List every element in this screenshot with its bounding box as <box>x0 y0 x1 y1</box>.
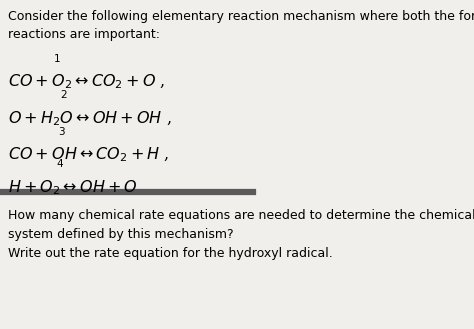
Text: Consider the following elementary reaction mechanism where both the forward and : Consider the following elementary reacti… <box>8 10 474 41</box>
Text: 3: 3 <box>59 127 65 137</box>
Text: 2: 2 <box>60 90 66 100</box>
Text: $CO + O_2 \leftrightarrow CO_2 + O$ ,: $CO + O_2 \leftrightarrow CO_2 + O$ , <box>8 73 165 91</box>
Text: $CO + OH \leftrightarrow CO_2 + H$ ,: $CO + OH \leftrightarrow CO_2 + H$ , <box>8 145 169 164</box>
Text: 4: 4 <box>56 160 63 169</box>
Text: How many chemical rate equations are needed to determine the chemical evolution : How many chemical rate equations are nee… <box>8 209 474 260</box>
Text: $O + H_2O \leftrightarrow OH + OH$ ,: $O + H_2O \leftrightarrow OH + OH$ , <box>8 109 171 128</box>
Text: 1: 1 <box>54 54 60 64</box>
Text: $H + O_2 \leftrightarrow OH + O$: $H + O_2 \leftrightarrow OH + O$ <box>8 178 137 197</box>
